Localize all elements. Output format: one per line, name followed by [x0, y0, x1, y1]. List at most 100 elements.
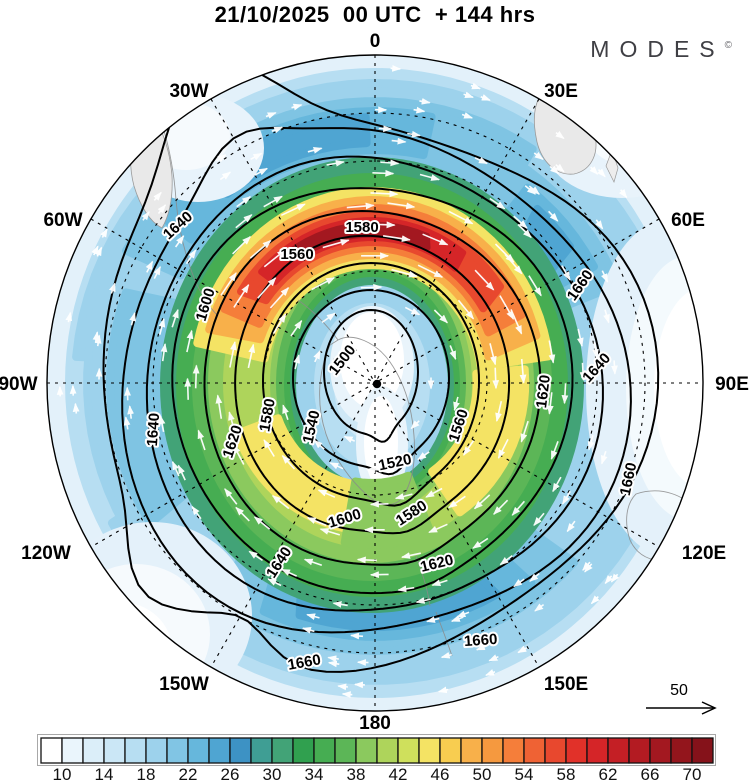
- wind-arrow: [257, 277, 277, 299]
- reference-arrow-label: 50: [670, 682, 688, 699]
- wind-arrow: [100, 228, 108, 238]
- contour-line-1520: [292, 289, 450, 476]
- wind-arrow: [248, 550, 263, 562]
- wind-arrow: [533, 151, 544, 160]
- wind-arrow: [488, 654, 499, 662]
- wind-arrow: [475, 633, 487, 641]
- wind-arrow: [494, 243, 515, 263]
- wind-arrow: [492, 367, 500, 390]
- wind-arrow: [313, 349, 321, 363]
- contour-label-1560: 1560: [280, 246, 313, 263]
- wind-arrow: [356, 556, 377, 564]
- colorbar-cell: [628, 737, 651, 764]
- wind-arrow: [489, 343, 497, 366]
- wind-arrow: [263, 195, 283, 208]
- wind-arrow: [419, 97, 431, 105]
- wind-arrow: [185, 249, 197, 265]
- compass-label-0: 0: [370, 31, 381, 52]
- wind-arrow: [382, 235, 411, 242]
- wind-arrow: [519, 358, 527, 384]
- wind-arrow: [550, 441, 559, 460]
- wind-arrow: [145, 260, 154, 273]
- wind-arrow: [533, 512, 545, 527]
- wind-arrow: [263, 249, 287, 268]
- wind-arrow: [232, 236, 252, 255]
- contour-line-1600: [171, 187, 574, 595]
- wind-arrow: [450, 615, 464, 622]
- wind-arrow: [216, 154, 227, 163]
- wind-arrow: [463, 91, 474, 99]
- wind-arrow: [474, 269, 495, 291]
- wind-arrow: [590, 595, 600, 605]
- wind-arrow: [265, 111, 277, 119]
- wind-arrow: [601, 270, 609, 283]
- wind-arrow: [327, 655, 339, 663]
- reference-arrow-head: [701, 701, 717, 715]
- wind-arrow: [346, 202, 375, 210]
- colorbar-cell: [229, 737, 252, 764]
- colorbar-cell: [61, 737, 84, 764]
- wind-arrow: [354, 681, 365, 689]
- contour-label-1640: 1640: [144, 412, 163, 446]
- wind-arrow: [127, 405, 135, 419]
- wind-arrow: [619, 188, 628, 199]
- wind-arrow: [369, 500, 389, 508]
- colorbar-cell: [313, 737, 336, 764]
- wind-arrow: [271, 495, 290, 510]
- colorbar-tick: 14: [95, 765, 114, 782]
- compass-label-120E: 120E: [682, 543, 726, 564]
- wind-arrow: [417, 451, 430, 461]
- wind-arrow: [448, 423, 457, 437]
- coastline-antarctic-peninsula: [297, 299, 339, 341]
- colorbar-tick: 66: [641, 765, 660, 782]
- contour-line-1500: [323, 309, 419, 443]
- wind-arrow: [367, 221, 396, 229]
- colorbar-cell: [544, 737, 567, 764]
- wind-arrow: [65, 311, 73, 323]
- wind-arrow: [517, 645, 528, 654]
- wind-arrow: [220, 272, 237, 296]
- wind-arrow: [548, 340, 556, 364]
- compass-labels: 0 30E 60E 90E 120E 150E 180 150W 120W 90W 60W 30W: [0, 31, 749, 734]
- wind-arrow: [528, 275, 542, 297]
- wind-arrow: [191, 505, 202, 520]
- land-patch-madagascar: [605, 148, 619, 183]
- wind-arrow: [592, 341, 599, 359]
- wind-arrow: [91, 245, 99, 256]
- wind-arrow: [499, 555, 513, 566]
- wind-arrow: [511, 500, 526, 516]
- wind-arrow: [472, 537, 489, 549]
- contour-label-1580: 1580: [345, 219, 378, 236]
- colorbar-tick: 10: [53, 765, 72, 782]
- compass-label-60E: 60E: [671, 210, 705, 231]
- colorbar-tick: 34: [305, 765, 324, 782]
- colorbar-cell: [187, 737, 210, 764]
- wind-arrow: [343, 435, 356, 443]
- wind-arrow: [280, 203, 306, 217]
- wind-arrow: [319, 528, 341, 536]
- wind-arrow: [261, 403, 269, 424]
- colorbar-cell: [334, 737, 357, 764]
- wind-arrow: [499, 295, 515, 320]
- wind-arrow: [267, 578, 282, 587]
- wind-arrow: [504, 253, 523, 275]
- compass-label-90E: 90E: [715, 374, 749, 395]
- wind-arrow: [610, 573, 620, 583]
- wind-arrow: [141, 210, 150, 221]
- colorbar-cell: [439, 737, 462, 764]
- colorbar-cell: [649, 737, 672, 764]
- wind-arrow: [495, 401, 503, 422]
- wind-arrow: [269, 287, 290, 309]
- colorbar: 10 14 18 22 26 30 34 38 42 46 50 54 58 62 66 70: [37, 734, 716, 782]
- colorbar-tick: 62: [599, 765, 618, 782]
- colorbar-cell: [397, 737, 420, 764]
- wind-arrow: [337, 683, 348, 691]
- colorbar-cell: [670, 737, 693, 764]
- wind-arrow: [253, 516, 271, 530]
- vector-reference-legend: 50: [646, 682, 717, 715]
- wind-arrow: [303, 558, 323, 567]
- wind-arrow: [254, 167, 268, 176]
- wind-arrow: [281, 568, 298, 577]
- modes-logo-text: MODES: [590, 36, 725, 62]
